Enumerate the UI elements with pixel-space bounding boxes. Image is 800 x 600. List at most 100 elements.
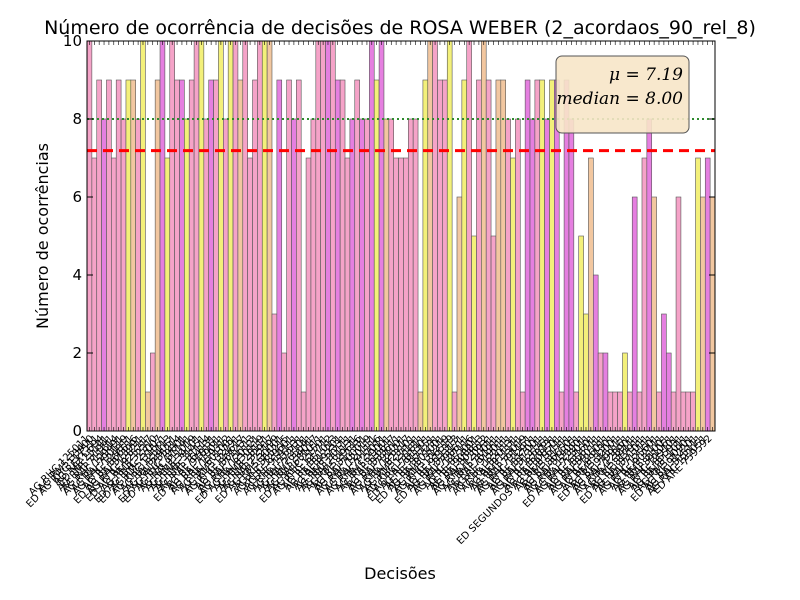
bar-128 [709,196,716,432]
bar-123 [685,391,691,432]
bar-64 [398,157,404,432]
bar-70 [427,40,433,432]
bar-69 [422,79,429,432]
bar-126 [700,196,706,432]
bar-116 [651,196,657,432]
y-tick-label-1: 2 [72,344,82,362]
chart-title: Número de ocorrência de decisões de ROSA… [44,17,756,39]
bar-115 [646,118,653,432]
bar-35 [257,40,263,432]
bar-28 [223,118,229,432]
bar-111 [627,391,633,432]
bar-53 [344,157,351,432]
bar-29 [227,40,234,432]
bar-68 [417,391,424,432]
bar-101 [578,235,584,432]
bar-99 [568,118,575,432]
bar-51 [334,79,341,432]
bar-114 [641,157,648,432]
bar-26 [213,79,219,432]
bar-38 [271,313,278,432]
bar-15 [159,40,166,432]
bar-67 [412,118,419,432]
bar-36 [261,40,268,432]
bar-77 [461,79,468,432]
bar-60 [378,40,385,432]
bar-78 [466,40,472,432]
bar-43 [296,79,302,432]
y-tick-label-3: 6 [72,188,82,206]
bar-120 [670,391,677,432]
bar-96 [554,79,560,432]
bar-118 [661,313,667,432]
bar-95 [549,79,555,432]
bar-45 [305,157,312,432]
bar-23 [198,40,205,432]
bar-6 [115,79,122,432]
bar-113 [636,391,643,432]
bar-104 [592,274,599,432]
bar-39 [276,79,283,432]
bar-49 [325,40,331,432]
bar-30 [232,40,239,432]
bar-87 [510,157,516,432]
bar-121 [675,196,682,432]
bar-34 [252,79,258,432]
bar-40 [281,352,287,432]
bar-33 [247,157,253,432]
bar-80 [476,79,482,432]
bar-93 [539,79,545,432]
bar-90 [524,79,531,432]
bar-25 [208,79,214,432]
bar-91 [529,118,536,432]
bar-127 [704,157,711,432]
bar-72 [437,79,443,432]
bar-75 [451,391,458,432]
y-tick-label-0: 0 [72,422,82,440]
bar-54 [349,118,356,432]
bar-50 [330,40,336,432]
bar-94 [544,118,550,432]
bar-100 [573,391,579,432]
bar-105 [597,352,604,432]
bar-74 [446,40,453,432]
bar-3 [101,118,107,432]
bar-7 [120,118,127,432]
mean-label: μ = 7.19 [609,65,683,85]
bar-44 [300,391,307,432]
median-label: median = 8.00 [557,89,684,109]
bar-110 [622,352,628,432]
bar-4 [106,79,112,432]
bar-16 [164,157,171,432]
bar-62 [388,118,394,432]
bar-71 [432,40,438,432]
bar-11 [140,40,146,432]
bar-1 [91,157,98,432]
bar-85 [500,79,506,432]
bar-76 [456,196,463,432]
bar-86 [505,118,511,432]
bar-73 [442,79,448,432]
bar-9 [130,79,136,432]
bar-97 [558,391,565,432]
bar-117 [656,391,662,432]
bar-92 [534,79,541,432]
y-axis: 0 2 4 6 8 10 [63,32,715,440]
bar-124 [690,391,696,432]
bar-56 [359,118,365,432]
bar-102 [583,313,589,432]
bar-119 [666,352,672,432]
bar-58 [369,40,375,432]
bar-10 [135,118,141,432]
bar-81 [481,40,487,432]
bar-32 [242,40,248,432]
bar-89 [519,391,526,432]
stat-lines [87,118,715,153]
y-tick-label-5: 10 [63,32,82,50]
bar-46 [310,118,317,432]
bar-31 [237,79,244,432]
bar-66 [407,118,414,432]
bar-106 [602,352,609,432]
bar-8 [125,79,132,432]
